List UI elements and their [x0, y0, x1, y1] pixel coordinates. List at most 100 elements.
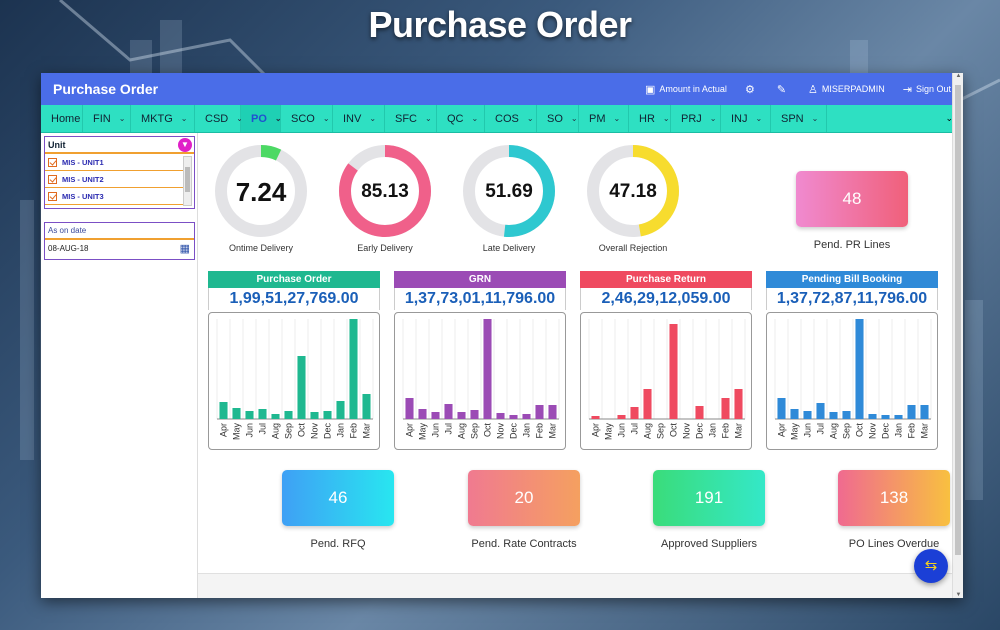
unit-option[interactable]: MIS - UNIT3 [45, 188, 183, 205]
checkbox-icon[interactable] [48, 174, 57, 184]
bar-apr[interactable] [405, 398, 414, 419]
bar-jun[interactable] [245, 411, 254, 419]
unit-option[interactable]: MIS - UNIT1 [45, 154, 183, 171]
checkbox-icon[interactable] [48, 157, 57, 167]
gauge-ontime-delivery[interactable]: 7.24 Ontime Delivery [206, 143, 316, 253]
bar-jun[interactable] [617, 415, 626, 419]
signout-button[interactable]: ⇥ Sign Out [903, 83, 951, 96]
nav-qc[interactable]: QC ⌄ [437, 105, 485, 132]
bar-feb[interactable] [349, 319, 358, 419]
pend-pr-card[interactable]: 48 [796, 171, 908, 227]
swap-button[interactable]: ⇆ [914, 549, 948, 583]
bar-aug[interactable] [271, 414, 280, 419]
nav-prj[interactable]: PRJ ⌄ [671, 105, 721, 132]
bar-apr[interactable] [219, 402, 228, 419]
nav-more[interactable]: ⌄ [827, 105, 963, 132]
settings-button[interactable]: ⚙ [745, 83, 759, 96]
bar-jul[interactable] [444, 404, 453, 419]
nav-sco[interactable]: SCO ⌄ [281, 105, 333, 132]
nav-pm[interactable]: PM ⌄ [579, 105, 629, 132]
amount-toggle[interactable]: ▣ Amount in Actual [645, 83, 727, 96]
nav-home[interactable]: Home [41, 105, 83, 132]
gauge-overall-rejection[interactable]: 47.18 Overall Rejection [578, 143, 688, 253]
card-purchase-return[interactable]: Purchase Return 2,46,29,12,059.00 Apr May Ju… [580, 271, 752, 450]
bar-feb[interactable] [535, 405, 544, 419]
card-purchase-order[interactable]: Purchase Order 1,99,51,27,769.00 Apr May Jun… [208, 271, 380, 450]
bar-feb[interactable] [907, 405, 916, 419]
unit-scrollbar[interactable] [183, 156, 192, 206]
nav-sfc[interactable]: SFC ⌄ [385, 105, 437, 132]
unit-option-label: MIS - UNIT1 [62, 157, 104, 167]
bar-oct[interactable] [669, 324, 678, 419]
date-input[interactable]: 08-AUG-18 ▦ [45, 240, 194, 257]
bar-jun[interactable] [431, 412, 440, 419]
nav-cos[interactable]: COS ⌄ [485, 105, 537, 132]
bar-mar[interactable] [362, 394, 371, 419]
x-tick-label: Feb [907, 423, 917, 439]
gauge-arc [587, 145, 679, 237]
bar-aug[interactable] [457, 412, 466, 419]
bar-oct[interactable] [855, 319, 864, 419]
bar-dec[interactable] [323, 411, 332, 419]
unit-option[interactable]: MIS - UNIT2 [45, 171, 183, 188]
bar-may[interactable] [232, 408, 241, 419]
gauge-late-delivery[interactable]: 51.69 Late Delivery [454, 143, 564, 253]
checkbox-icon[interactable] [48, 191, 57, 201]
bar-oct[interactable] [483, 319, 492, 419]
bar-dec[interactable] [509, 415, 518, 419]
bar-feb[interactable] [721, 398, 730, 419]
bar-mar[interactable] [734, 389, 743, 419]
nav-po[interactable]: PO ⌄ [241, 105, 282, 132]
bar-nov[interactable] [868, 414, 877, 419]
bar-mar[interactable] [548, 405, 557, 419]
bar-jul[interactable] [258, 409, 267, 419]
card-pending-bill-booking[interactable]: Pending Bill Booking 1,37,72,87,11,796.00… [766, 271, 938, 450]
kpi-card-pend-rate-contracts[interactable]: 20 [468, 470, 580, 526]
bar-jan[interactable] [894, 415, 903, 419]
nav-label: HR [639, 112, 655, 125]
date-filter: As on date 08-AUG-18 ▦ [44, 222, 195, 260]
bar-jul[interactable] [816, 403, 825, 419]
nav-inj[interactable]: INJ ⌄ [721, 105, 771, 132]
bar-jan[interactable] [522, 414, 531, 419]
bar-dec[interactable] [881, 415, 890, 419]
bar-may[interactable] [790, 409, 799, 419]
nav-label: COS [495, 112, 519, 125]
bar-nov[interactable] [310, 412, 319, 419]
bar-dec[interactable] [695, 406, 704, 419]
bar-jun[interactable] [803, 411, 812, 419]
calendar-icon[interactable]: ▦ [179, 243, 190, 255]
pend-pr-label: Pend. PR Lines [813, 239, 891, 251]
bar-mar[interactable] [920, 405, 929, 419]
bar-may[interactable] [418, 409, 427, 419]
nav-csd[interactable]: CSD ⌄ [195, 105, 243, 132]
bar-jul[interactable] [630, 407, 639, 419]
theme-button[interactable]: ✎ [777, 83, 790, 96]
nav-mktg[interactable]: MKTG ⌄ [131, 105, 195, 132]
bar-sep[interactable] [470, 410, 479, 419]
bar-nov[interactable] [496, 413, 505, 419]
chevron-down-icon: ⌄ [811, 114, 819, 123]
nav-inv[interactable]: INV ⌄ [333, 105, 385, 132]
nav-spn[interactable]: SPN ⌄ [771, 105, 827, 132]
bar-sep[interactable] [842, 411, 851, 419]
kpi-card-po-lines-overdue[interactable]: 138 [838, 470, 950, 526]
gear-icon: ⚙ [744, 83, 755, 96]
bar-oct[interactable] [297, 356, 306, 419]
bar-apr[interactable] [777, 398, 786, 419]
bar-jan[interactable] [336, 401, 345, 419]
nav-hr[interactable]: HR ⌄ [629, 105, 671, 132]
bar-aug[interactable] [643, 389, 652, 419]
kpi-card-approved-suppliers[interactable]: 191 [653, 470, 765, 526]
kpi-card-pend-rfq[interactable]: 46 [282, 470, 394, 526]
nav-so[interactable]: SO ⌄ [537, 105, 579, 132]
nav-fin[interactable]: FIN ⌄ [83, 105, 131, 132]
bar-aug[interactable] [829, 412, 838, 419]
filter-icon[interactable]: ▼ [178, 138, 192, 152]
user-menu[interactable]: ♙ MISERPADMIN [808, 83, 885, 96]
gauge-early-delivery[interactable]: 85.13 Early Delivery [330, 143, 440, 253]
bar-sep[interactable] [284, 411, 293, 419]
page-scrollbar[interactable]: ▲ ▼ [952, 73, 963, 598]
bar-apr[interactable] [591, 416, 600, 419]
card-grn[interactable]: GRN 1,37,73,01,11,796.00 Apr May Jun Jul Aug Se… [394, 271, 566, 450]
